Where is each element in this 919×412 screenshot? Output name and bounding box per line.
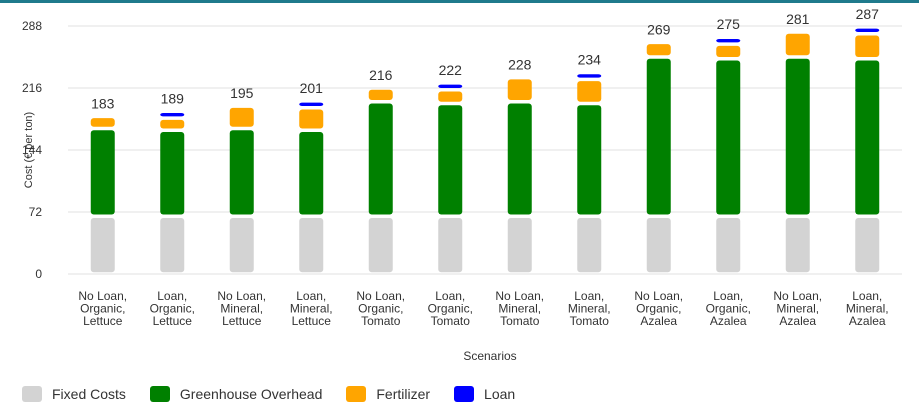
bar-segment (577, 81, 602, 102)
bar-segment (855, 218, 880, 273)
bar-total-label: 183 (91, 95, 115, 111)
bar-segment (855, 28, 880, 32)
bar-segment (160, 113, 185, 117)
bar-segment (716, 38, 741, 43)
bar-segment (90, 218, 115, 273)
bar-segment (716, 60, 741, 215)
bar-segment (368, 103, 393, 215)
legend-item: Greenhouse Overhead (149, 386, 323, 402)
bar-segment (229, 130, 254, 215)
x-tick-label: Loan, Organic, Azalea (706, 289, 751, 328)
bar-segment (368, 89, 393, 101)
bar-segment (577, 218, 602, 273)
x-tick-label: No Loan, Organic, Tomato (356, 289, 405, 328)
bar-total-label: 287 (856, 6, 880, 22)
x-tick-label: Loan, Mineral, Azalea (846, 289, 889, 328)
legend-swatch (346, 386, 367, 402)
y-tick-label: 288 (22, 19, 42, 33)
bar-segment (646, 58, 671, 215)
bar-segment (160, 119, 185, 129)
bar-total-label: 201 (300, 80, 324, 96)
y-tick-label: 144 (22, 143, 42, 157)
bar-segment (229, 218, 254, 273)
bars: 183 189 195 201 216 222 228 234 269 275 281 287 (90, 6, 880, 273)
y-axis-ticks: 0 72 144 216 288 (22, 19, 42, 281)
x-tick-label: No Loan, Organic, Azalea (634, 289, 683, 328)
y-tick-label: 0 (35, 267, 42, 281)
x-tick-label: Loan, Organic, Lettuce (150, 289, 195, 328)
bar-segment (438, 105, 463, 215)
bar-segment (438, 91, 463, 102)
y-tick-label: 216 (22, 81, 42, 95)
bar-segment (785, 33, 810, 56)
x-tick-label: No Loan, Organic, Lettuce (78, 289, 127, 328)
y-tick-label: 72 (29, 205, 43, 219)
x-tick-label: No Loan, Mineral, Tomato (495, 289, 544, 328)
bar-segment (507, 218, 532, 273)
bar-segment (646, 218, 671, 273)
bar-total-label: 189 (161, 90, 185, 106)
x-axis-label: Scenarios (463, 349, 516, 363)
bar-segment (229, 107, 254, 127)
bar-segment (299, 102, 324, 107)
bar-segment (160, 131, 185, 215)
bar-segment (368, 218, 393, 273)
chart-legend: Fixed Costs Greenhouse Overhead Fertilizer… (22, 386, 539, 402)
top-accent-bar (0, 0, 919, 3)
bar-total-label: 281 (786, 11, 810, 27)
legend-item: Loan (454, 386, 515, 402)
bar-segment (716, 45, 741, 57)
bar-total-label: 269 (647, 21, 671, 37)
bar-total-label: 222 (439, 62, 463, 78)
bar-segment (646, 44, 671, 56)
x-tick-label: No Loan, Mineral, Lettuce (217, 289, 266, 328)
bar-segment (577, 74, 602, 78)
legend-label: Fixed Costs (52, 386, 126, 402)
y-axis-label: Cost (€ per ton) (23, 112, 35, 188)
bar-segment (299, 109, 324, 129)
bar-segment (507, 103, 532, 215)
stacked-bar-chart: 0 72 144 216 288 183 189 195 201 216 222 228 234 269… (22, 6, 902, 363)
bar-segment (577, 105, 602, 215)
x-tick-label: Loan, Organic, Tomato (428, 289, 473, 328)
bar-segment (90, 130, 115, 215)
x-tick-label: Loan, Mineral, Lettuce (290, 289, 333, 328)
gridlines (68, 25, 902, 275)
bar-segment (438, 84, 463, 88)
bar-total-label: 275 (717, 16, 741, 32)
x-axis-ticks: No Loan, Organic, Lettuce Loan, Organic, Lett… (78, 289, 888, 328)
bar-segment (785, 58, 810, 215)
x-tick-label: No Loan, Mineral, Azalea (773, 289, 822, 328)
bar-segment (299, 131, 324, 215)
legend-swatch (454, 386, 475, 402)
bar-total-label: 228 (508, 57, 532, 73)
legend-label: Fertilizer (376, 386, 431, 402)
x-tick-label: Loan, Mineral, Tomato (568, 289, 611, 328)
legend-label: Greenhouse Overhead (179, 386, 323, 402)
bar-segment (716, 218, 741, 273)
bar-segment (90, 118, 115, 127)
bar-segment (438, 218, 463, 273)
bar-segment (160, 218, 185, 273)
bar-total-label: 216 (369, 67, 393, 83)
legend-swatch (22, 386, 42, 402)
legend-item: Fertilizer (346, 386, 430, 402)
bar-total-label: 195 (230, 85, 254, 101)
bar-segment (855, 60, 880, 215)
legend-label: Loan (484, 386, 516, 402)
legend-item: Fixed Costs (22, 386, 126, 402)
bar-total-label: 234 (578, 52, 602, 68)
bar-segment (855, 35, 880, 57)
bar-segment (507, 79, 532, 101)
bar-segment (785, 218, 810, 273)
bar-segment (299, 218, 324, 273)
legend-swatch (149, 386, 170, 402)
